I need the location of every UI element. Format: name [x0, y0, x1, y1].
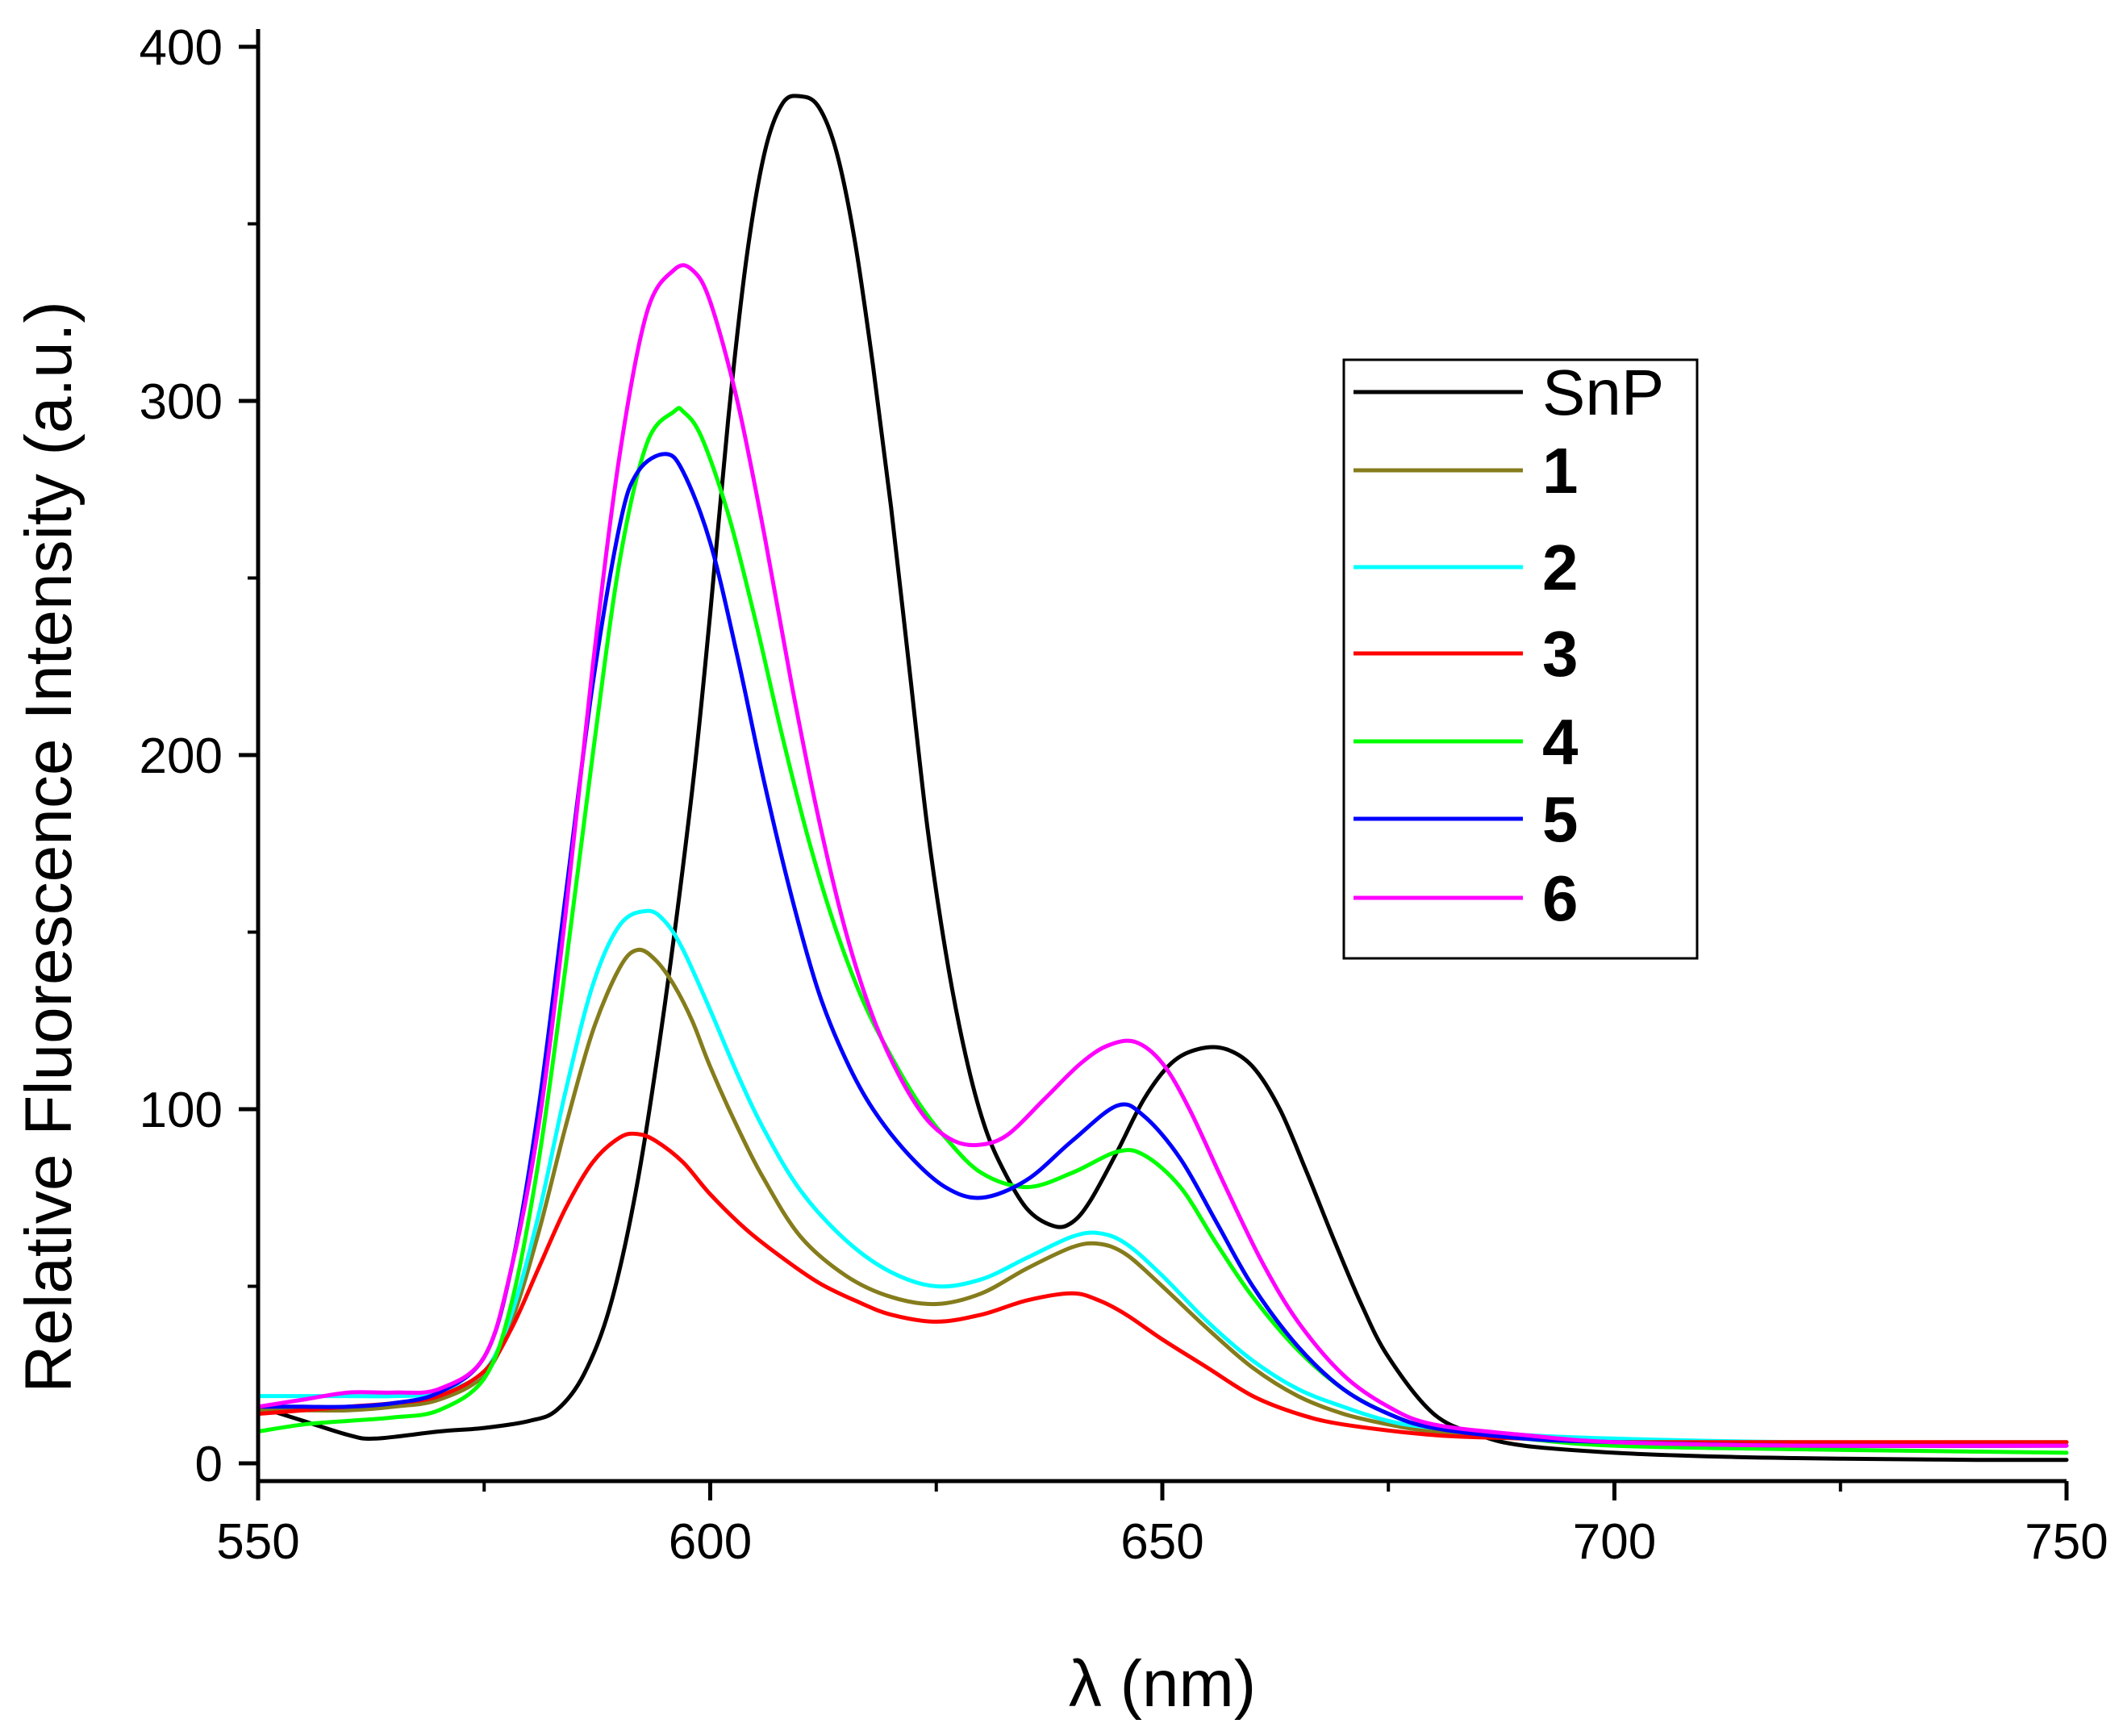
x-tick-label: 550: [216, 1514, 299, 1570]
series-line-6: [256, 263, 2069, 1448]
series-line-3: [256, 1131, 2069, 1445]
x-tick-label: 700: [1573, 1514, 1656, 1570]
y-tick-label: 200: [140, 728, 223, 784]
legend-box: [1342, 358, 1699, 960]
legend-label-2: 2: [1542, 532, 1579, 603]
legend-label-3: 3: [1542, 618, 1579, 690]
series-line-5: [256, 452, 2069, 1448]
plot-lines: [256, 94, 2069, 1463]
y-tick-label: 100: [140, 1083, 223, 1138]
series-line-1: [256, 947, 2069, 1448]
x-tick-label: 750: [2025, 1514, 2108, 1570]
legend-label-5: 5: [1542, 783, 1579, 855]
y-tick-label: 300: [140, 374, 223, 430]
y-tick-label: 0: [195, 1437, 223, 1492]
legend-label-6: 6: [1542, 862, 1579, 934]
ticks: [239, 44, 2069, 1500]
tick-labels: 550 600 650 700 750 0 100 200 300 400: [140, 20, 2108, 1570]
y-axis-title: Relative Fluorescence Intensity (a.u.): [12, 301, 86, 1393]
y-tick-label: 400: [140, 20, 223, 76]
x-axis-title: λ (nm): [1069, 1647, 1256, 1721]
legend-label-1: 1: [1542, 435, 1579, 507]
series-line-4: [256, 406, 2069, 1455]
series-line-2: [256, 908, 2069, 1445]
x-tick-label: 650: [1120, 1514, 1203, 1570]
legend-label-4: 4: [1542, 706, 1579, 778]
series-line-snp: [256, 94, 2069, 1463]
x-tick-label: 600: [669, 1514, 752, 1570]
legend-label-snp: SnP: [1542, 357, 1664, 428]
